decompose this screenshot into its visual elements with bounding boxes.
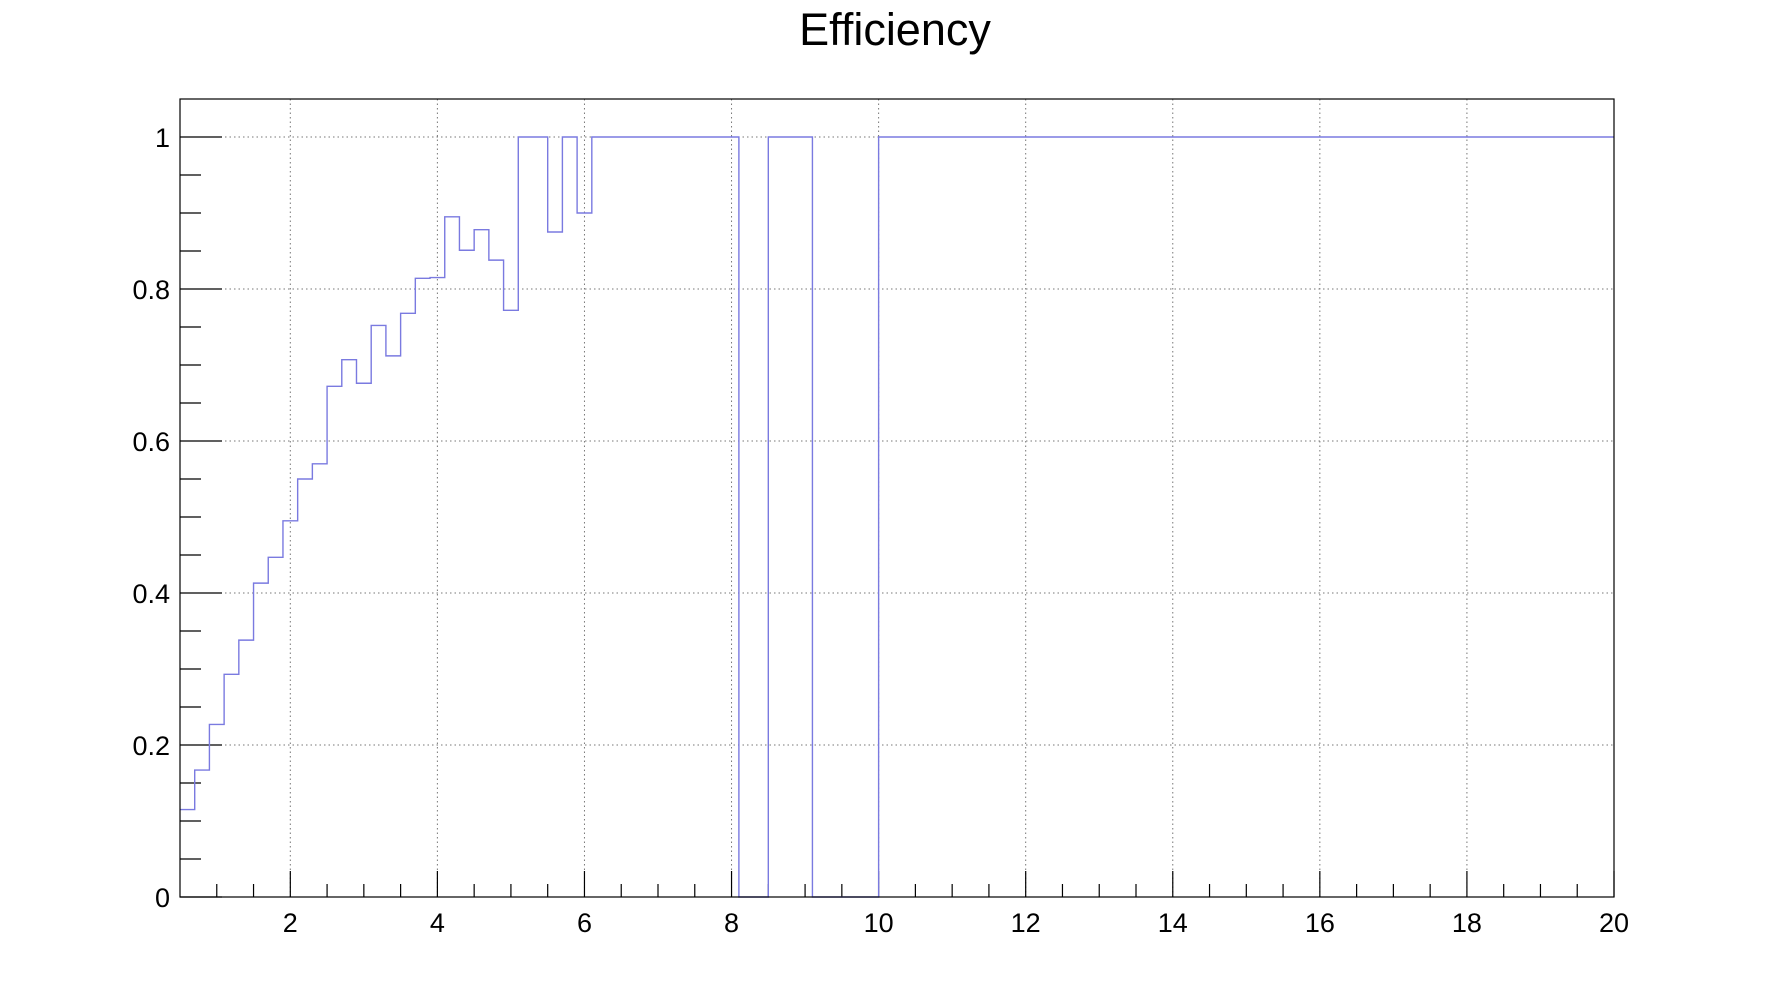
y-tick-label: 0.6 (132, 427, 170, 457)
y-tick-label: 1 (155, 123, 170, 153)
series-layer (180, 136, 1614, 898)
tick-label-layer: 2 4 6 8 10 12 14 16 18 20 0 0.2 0.4 0.6 0.8 1 (132, 123, 1629, 938)
y-tick-label: 0.2 (132, 731, 170, 761)
x-tick-label: 16 (1305, 908, 1335, 938)
y-tick-label: 0.4 (132, 579, 170, 609)
tick-layer (180, 136, 1615, 898)
chart-title: Efficiency (799, 4, 991, 55)
x-tick-label: 20 (1599, 908, 1629, 938)
efficiency-series-line (180, 136, 1614, 898)
x-tick-label: 10 (864, 908, 894, 938)
x-tick-label: 6 (577, 908, 592, 938)
x-tick-label: 18 (1452, 908, 1482, 938)
x-tick-label: 8 (724, 908, 739, 938)
plot-frame (179, 98, 1615, 898)
x-tick-label: 12 (1011, 908, 1041, 938)
x-tick-label: 2 (283, 908, 298, 938)
y-tick-label: 0.8 (132, 275, 170, 305)
x-tick-label: 4 (430, 908, 445, 938)
grid-layer (180, 99, 1615, 898)
x-tick-label: 14 (1158, 908, 1188, 938)
y-tick-label: 0 (155, 883, 170, 913)
